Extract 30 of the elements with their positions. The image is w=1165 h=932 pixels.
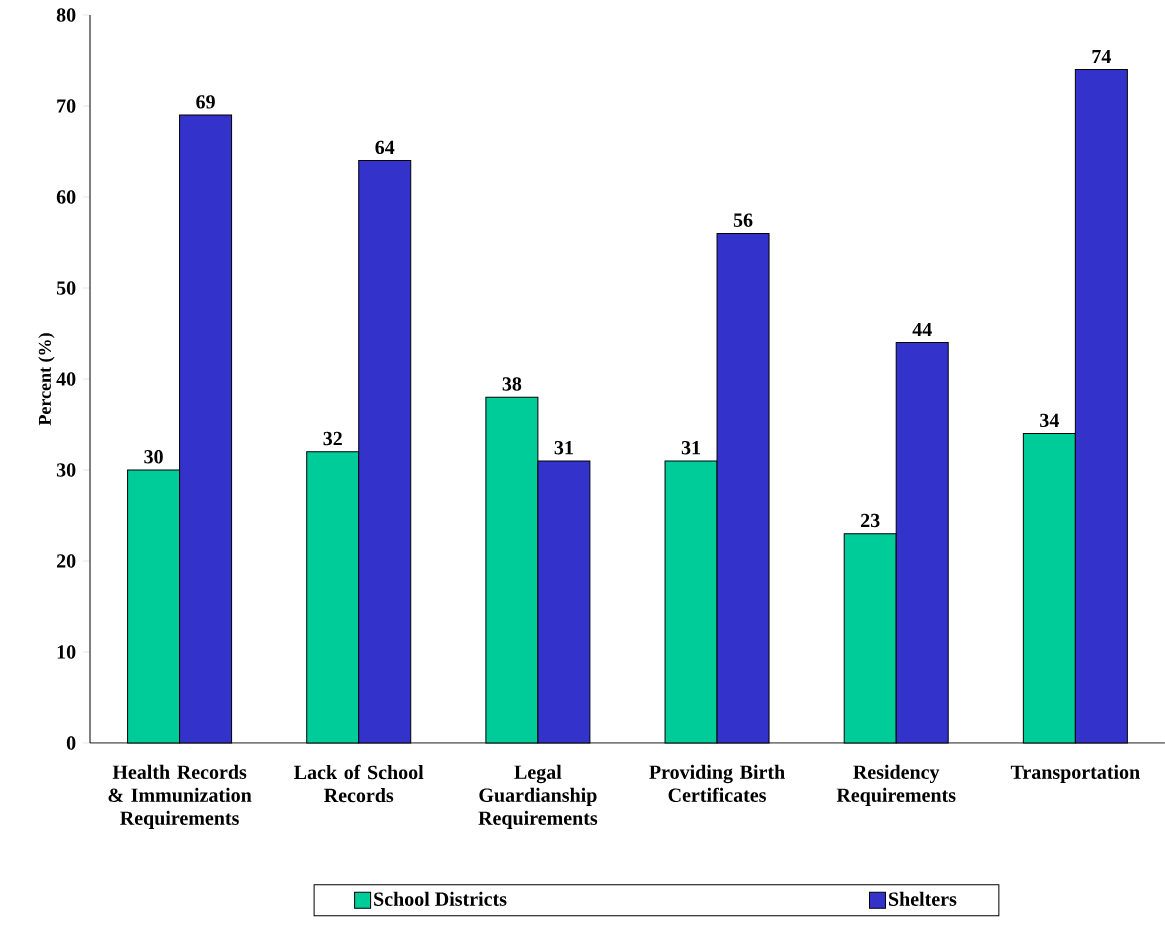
data-label: 23: [861, 513, 880, 528]
y-tick-label: 80: [56, 8, 76, 22]
legend-label: School Districts: [374, 891, 507, 906]
x-tick-label: Legal Guardianship Requirements: [478, 764, 598, 829]
y-tick-label: 30: [56, 463, 76, 477]
data-label: 30: [144, 450, 163, 464]
data-label: 38: [502, 377, 522, 391]
data-label: 74: [1092, 49, 1111, 64]
data-label: 64: [375, 140, 395, 155]
y-axis-title: Percent (%): [38, 333, 55, 426]
y-tick-label: 10: [57, 645, 76, 659]
data-label: 32: [323, 431, 342, 446]
data-label: 44: [912, 322, 932, 337]
data-label: 69: [196, 95, 215, 109]
x-tick-label: Lack of School Records: [294, 764, 424, 803]
legend-label: Shelters: [889, 891, 957, 906]
x-tick-label: Health Records & Immunization Requirements: [108, 764, 252, 829]
data-label: 31: [554, 440, 573, 455]
x-tick-label: Residency Requirements: [836, 764, 956, 806]
data-label: 56: [733, 213, 753, 227]
y-tick-label: 20: [56, 554, 76, 568]
y-tick-label: 60: [56, 190, 76, 204]
y-tick-label: 40: [56, 372, 76, 386]
y-tick-label: 0: [66, 736, 76, 750]
data-label: 31: [681, 440, 701, 455]
y-tick-label: 70: [57, 99, 76, 113]
data-label: 34: [1040, 413, 1059, 428]
y-tick-label: 50: [56, 281, 76, 295]
x-tick-label: Transportation: [1010, 764, 1140, 783]
x-tick-label: Providing Birth Certificates: [649, 764, 785, 802]
